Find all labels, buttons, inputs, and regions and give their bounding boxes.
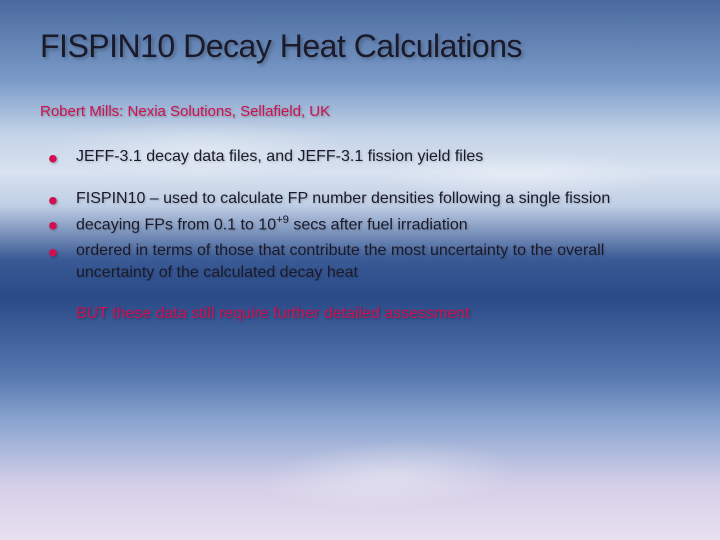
slide-title: FISPIN10 Decay Heat Calculations: [40, 28, 680, 65]
bullet-item: FISPIN10 – used to calculate FP number d…: [40, 188, 680, 210]
superscript: +9: [276, 214, 289, 226]
slide: FISPIN10 Decay Heat Calculations Robert …: [0, 0, 720, 540]
cloud-decoration: [258, 433, 521, 517]
bullet-text: FISPIN10 – used to calculate FP number d…: [76, 190, 610, 207]
bullet-text: JEFF-3.1 decay data files, and JEFF-3.1 …: [76, 148, 483, 165]
bullet-item: ordered in terms of those that contribut…: [40, 240, 680, 283]
bullet-text: secs after fuel irradiation: [289, 217, 468, 234]
author-line: Robert Mills: Nexia Solutions, Sellafiel…: [40, 103, 680, 120]
bullet-item: decaying FPs from 0.1 to 10+9 secs after…: [40, 213, 680, 236]
bullet-text: decaying FPs from 0.1 to 10: [76, 217, 276, 234]
bullet-item: JEFF-3.1 decay data files, and JEFF-3.1 …: [40, 146, 680, 168]
bullet-list: JEFF-3.1 decay data files, and JEFF-3.1 …: [40, 146, 680, 283]
bullet-text: ordered in terms of those that contribut…: [76, 242, 604, 281]
closing-line: BUT these data still require further det…: [40, 305, 680, 323]
